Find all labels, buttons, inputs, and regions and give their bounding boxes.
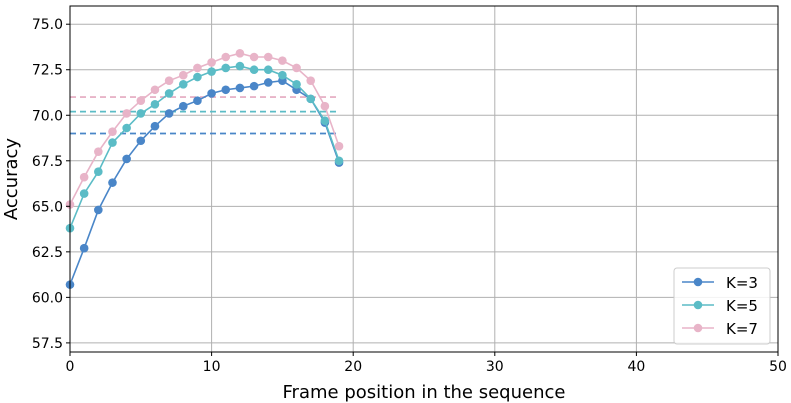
data-point [292, 80, 301, 89]
legend-marker [694, 278, 703, 287]
data-point [207, 89, 216, 98]
data-point [94, 167, 103, 176]
data-point [179, 102, 188, 111]
data-point [179, 71, 188, 80]
data-point [151, 100, 160, 109]
y-tick-label: 65.0 [32, 199, 63, 215]
y-tick-label: 75.0 [32, 17, 63, 33]
legend-label: K=5 [726, 297, 758, 315]
data-point [221, 85, 230, 94]
data-point [321, 116, 330, 125]
data-point [264, 53, 273, 62]
data-point [207, 58, 216, 67]
y-tick-label: 60.0 [32, 290, 63, 306]
series-k5 [66, 62, 344, 233]
y-tick-label: 62.5 [32, 245, 63, 261]
data-point [165, 109, 174, 118]
data-point [137, 96, 146, 105]
data-point [292, 64, 301, 73]
x-tick-label: 40 [627, 359, 645, 375]
x-tick-label: 30 [486, 359, 504, 375]
data-point [80, 244, 89, 253]
x-tick-label: 0 [66, 359, 75, 375]
legend-label: K=7 [726, 320, 758, 338]
x-axis-label: Frame position in the sequence [283, 382, 566, 403]
data-point [193, 64, 202, 73]
data-point [278, 56, 287, 65]
data-point [94, 147, 103, 156]
data-point [264, 65, 273, 74]
data-point [151, 85, 160, 94]
data-point [306, 95, 315, 104]
x-tick-label: 10 [203, 359, 221, 375]
data-point [122, 109, 131, 118]
data-point [193, 96, 202, 105]
data-point [236, 62, 245, 71]
data-point [250, 65, 259, 74]
data-point [108, 138, 117, 147]
series-k7 [66, 49, 344, 209]
y-axis-label: Accuracy [1, 138, 22, 221]
data-point [207, 67, 216, 76]
y-tick-label: 57.5 [32, 336, 63, 352]
data-point [137, 109, 146, 118]
data-point [80, 173, 89, 182]
data-point [250, 53, 259, 62]
data-point [306, 76, 315, 85]
grid [70, 6, 778, 352]
data-point [80, 189, 89, 198]
data-point [264, 78, 273, 87]
data-point [250, 82, 259, 91]
x-tick-label: 20 [344, 359, 362, 375]
data-point [151, 122, 160, 131]
y-tick-label: 67.5 [32, 154, 63, 170]
y-tick-label: 72.5 [32, 63, 63, 79]
data-point [221, 64, 230, 73]
series-k3 [66, 76, 344, 289]
data-point [335, 156, 344, 165]
x-tick-label: 50 [769, 359, 787, 375]
data-point [108, 127, 117, 136]
data-point [179, 80, 188, 89]
legend-label: K=3 [726, 274, 758, 292]
data-point [193, 73, 202, 82]
data-point [335, 142, 344, 151]
data-point [165, 89, 174, 98]
legend-marker [694, 324, 703, 333]
plot-frame [70, 6, 778, 352]
series [66, 49, 344, 289]
data-point [321, 102, 330, 111]
data-point [221, 53, 230, 62]
data-point [137, 136, 146, 145]
y-tick-label: 70.0 [32, 108, 63, 124]
data-point [278, 71, 287, 80]
legend-marker [694, 301, 703, 310]
legend: K=3 K=5 K=7 [674, 268, 770, 344]
data-point [236, 84, 245, 93]
data-point [122, 155, 131, 164]
data-point [236, 49, 245, 58]
data-point [165, 76, 174, 85]
data-point [94, 206, 103, 215]
data-point [108, 178, 117, 187]
data-point [122, 124, 131, 133]
